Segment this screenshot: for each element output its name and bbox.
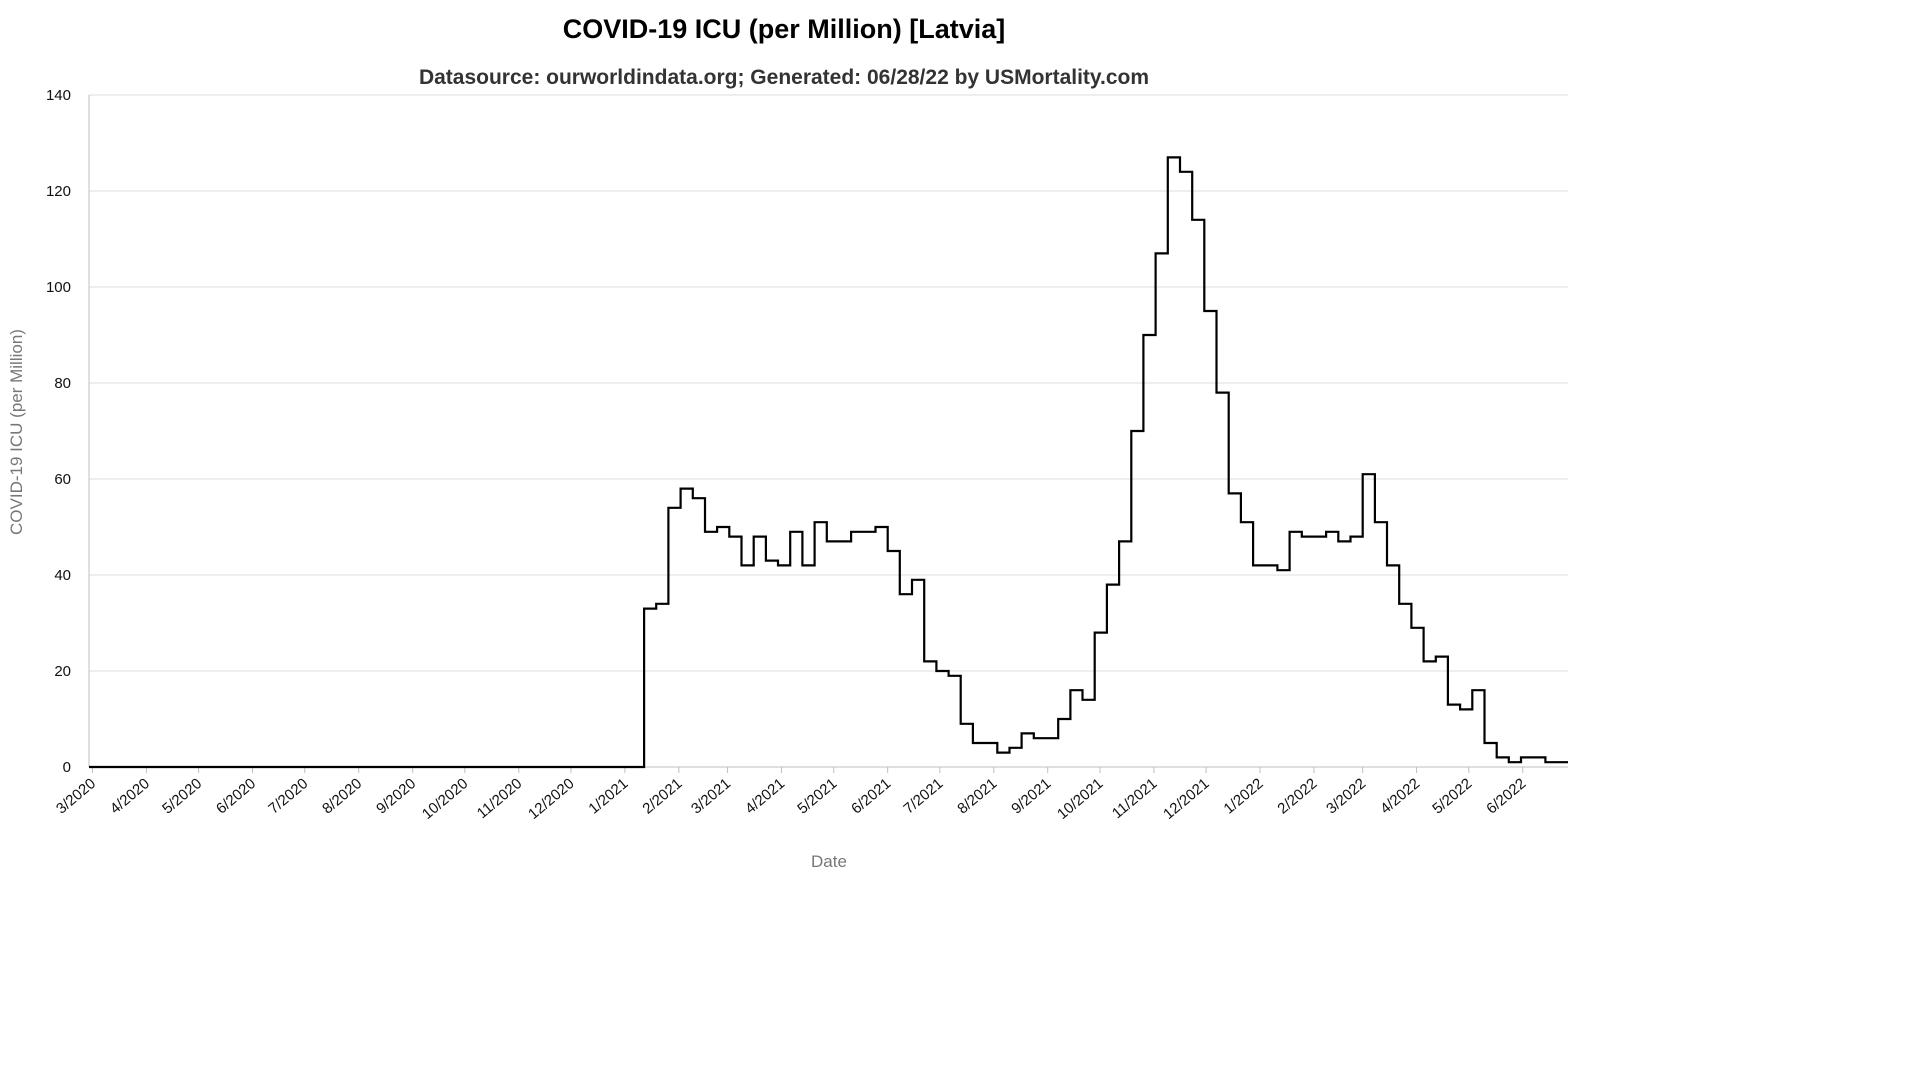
y-tick-label: 80 <box>54 375 71 392</box>
x-tick-label: 4/2020 <box>107 775 153 818</box>
y-tick-label: 60 <box>54 471 71 488</box>
x-tick-label: 8/2020 <box>319 775 365 818</box>
chart-subtitle: Datasource: ourworldindata.org; Generate… <box>418 66 1150 89</box>
x-tick-label: 4/2021 <box>742 775 788 818</box>
x-tick-label: 6/2021 <box>848 775 894 818</box>
series-line <box>89 156 1568 769</box>
x-tick-label: 7/2020 <box>265 775 311 818</box>
x-tick-label: 12/2021 <box>1160 775 1212 823</box>
chart-title: COVID-19 ICU (per Million) [Latvia] <box>562 14 1006 44</box>
y-tick-label: 140 <box>46 87 71 104</box>
x-tick-label: 1/2022 <box>1221 775 1267 818</box>
x-tick-label: 12/2020 <box>525 775 577 823</box>
x-tick-label: 11/2021 <box>1109 775 1161 822</box>
x-tick-label: 9/2020 <box>373 775 419 818</box>
x-tick-label: 5/2022 <box>1429 775 1475 818</box>
y-tick-label: 40 <box>54 567 71 584</box>
x-tick-label: 2/2021 <box>639 775 685 818</box>
y-tick-label: 100 <box>46 279 71 296</box>
x-tick-label: 11/2020 <box>474 775 526 822</box>
x-tick-label: 5/2020 <box>159 775 205 818</box>
x-tick-label: 8/2021 <box>954 775 1000 818</box>
x-tick-label: 6/2020 <box>213 775 259 818</box>
x-axis-title: Date <box>811 852 847 871</box>
y-tick-label: 120 <box>46 183 71 200</box>
grid <box>89 94 1568 768</box>
x-tick-label: 1/2021 <box>585 775 631 818</box>
x-tick-label: 4/2022 <box>1377 775 1423 818</box>
x-tick-label: 2/2022 <box>1274 775 1320 818</box>
x-tick-label: 3/2022 <box>1323 775 1369 818</box>
x-tick-label: 5/2021 <box>794 775 840 818</box>
x-tick-label: 7/2021 <box>900 775 946 818</box>
series-layer <box>89 156 1568 769</box>
x-tick-label: 9/2021 <box>1008 775 1054 818</box>
x-tick-label: 3/2021 <box>688 775 734 818</box>
y-axis-title: COVID-19 ICU (per Million) <box>7 329 26 535</box>
x-tick-label: 10/2021 <box>1054 775 1106 823</box>
x-tick-label: 10/2020 <box>419 775 471 823</box>
x-tick-label: 3/2020 <box>53 775 99 818</box>
y-tick-label: 20 <box>54 663 71 680</box>
y-tick-label: 0 <box>63 759 71 776</box>
x-tick-label: 6/2022 <box>1483 775 1529 818</box>
